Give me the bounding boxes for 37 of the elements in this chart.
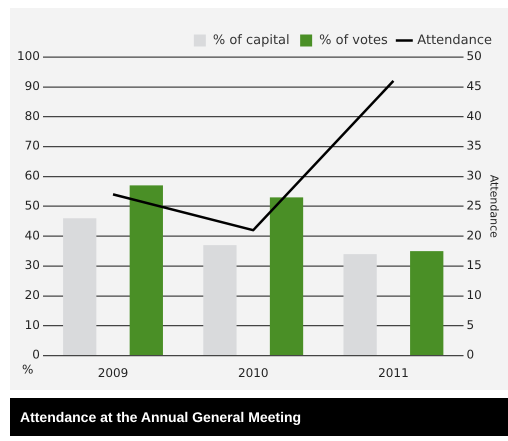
y-tick-label: 40 bbox=[24, 228, 40, 242]
y2-tick-label: 45 bbox=[466, 78, 482, 93]
y2-tick-label: 10 bbox=[466, 288, 482, 302]
x-tick-label: 2009 bbox=[98, 366, 128, 380]
y-tick-label: 0 bbox=[32, 348, 40, 362]
y-tick-label: 30 bbox=[24, 258, 40, 272]
legend-label: Attendance bbox=[417, 32, 492, 48]
y2-tick-label: 35 bbox=[466, 138, 482, 153]
x-tick-label: 2010 bbox=[238, 366, 268, 380]
y-tick-label: 90 bbox=[24, 78, 40, 93]
y2-tick-label: 15 bbox=[466, 258, 482, 272]
bar bbox=[130, 185, 163, 355]
y2-tick-label: 0 bbox=[466, 348, 474, 362]
legend-label: % of capital bbox=[212, 32, 290, 48]
x-tick-label: 2011 bbox=[378, 366, 409, 380]
bar bbox=[270, 197, 304, 355]
legend-label: % of votes bbox=[319, 32, 388, 48]
bar bbox=[410, 251, 444, 355]
y-tick-label: 80 bbox=[24, 108, 40, 123]
y2-tick-label: 40 bbox=[466, 108, 482, 123]
bar bbox=[343, 254, 377, 355]
y2-tick-label: 25 bbox=[466, 198, 482, 212]
y2-tick-label: 30 bbox=[466, 168, 482, 183]
text: Attendance at the Annual General Meeting bbox=[10, 398, 508, 436]
y-tick-label: 60 bbox=[24, 168, 40, 183]
bar bbox=[63, 218, 96, 355]
y-axis-title: % bbox=[22, 362, 34, 377]
bar bbox=[203, 245, 237, 355]
y2-tick-label: 50 bbox=[466, 49, 482, 64]
y2-tick-label: 20 bbox=[466, 228, 482, 242]
y-tick-label: 70 bbox=[24, 138, 40, 153]
y2-tick-label: 5 bbox=[466, 318, 474, 332]
y-tick-label: 100 bbox=[17, 49, 40, 64]
y-tick-label: 20 bbox=[24, 288, 40, 302]
y-tick-label: 10 bbox=[24, 318, 40, 332]
y-tick-label: 50 bbox=[24, 198, 40, 212]
y2-axis-title: Attendance bbox=[488, 174, 501, 238]
